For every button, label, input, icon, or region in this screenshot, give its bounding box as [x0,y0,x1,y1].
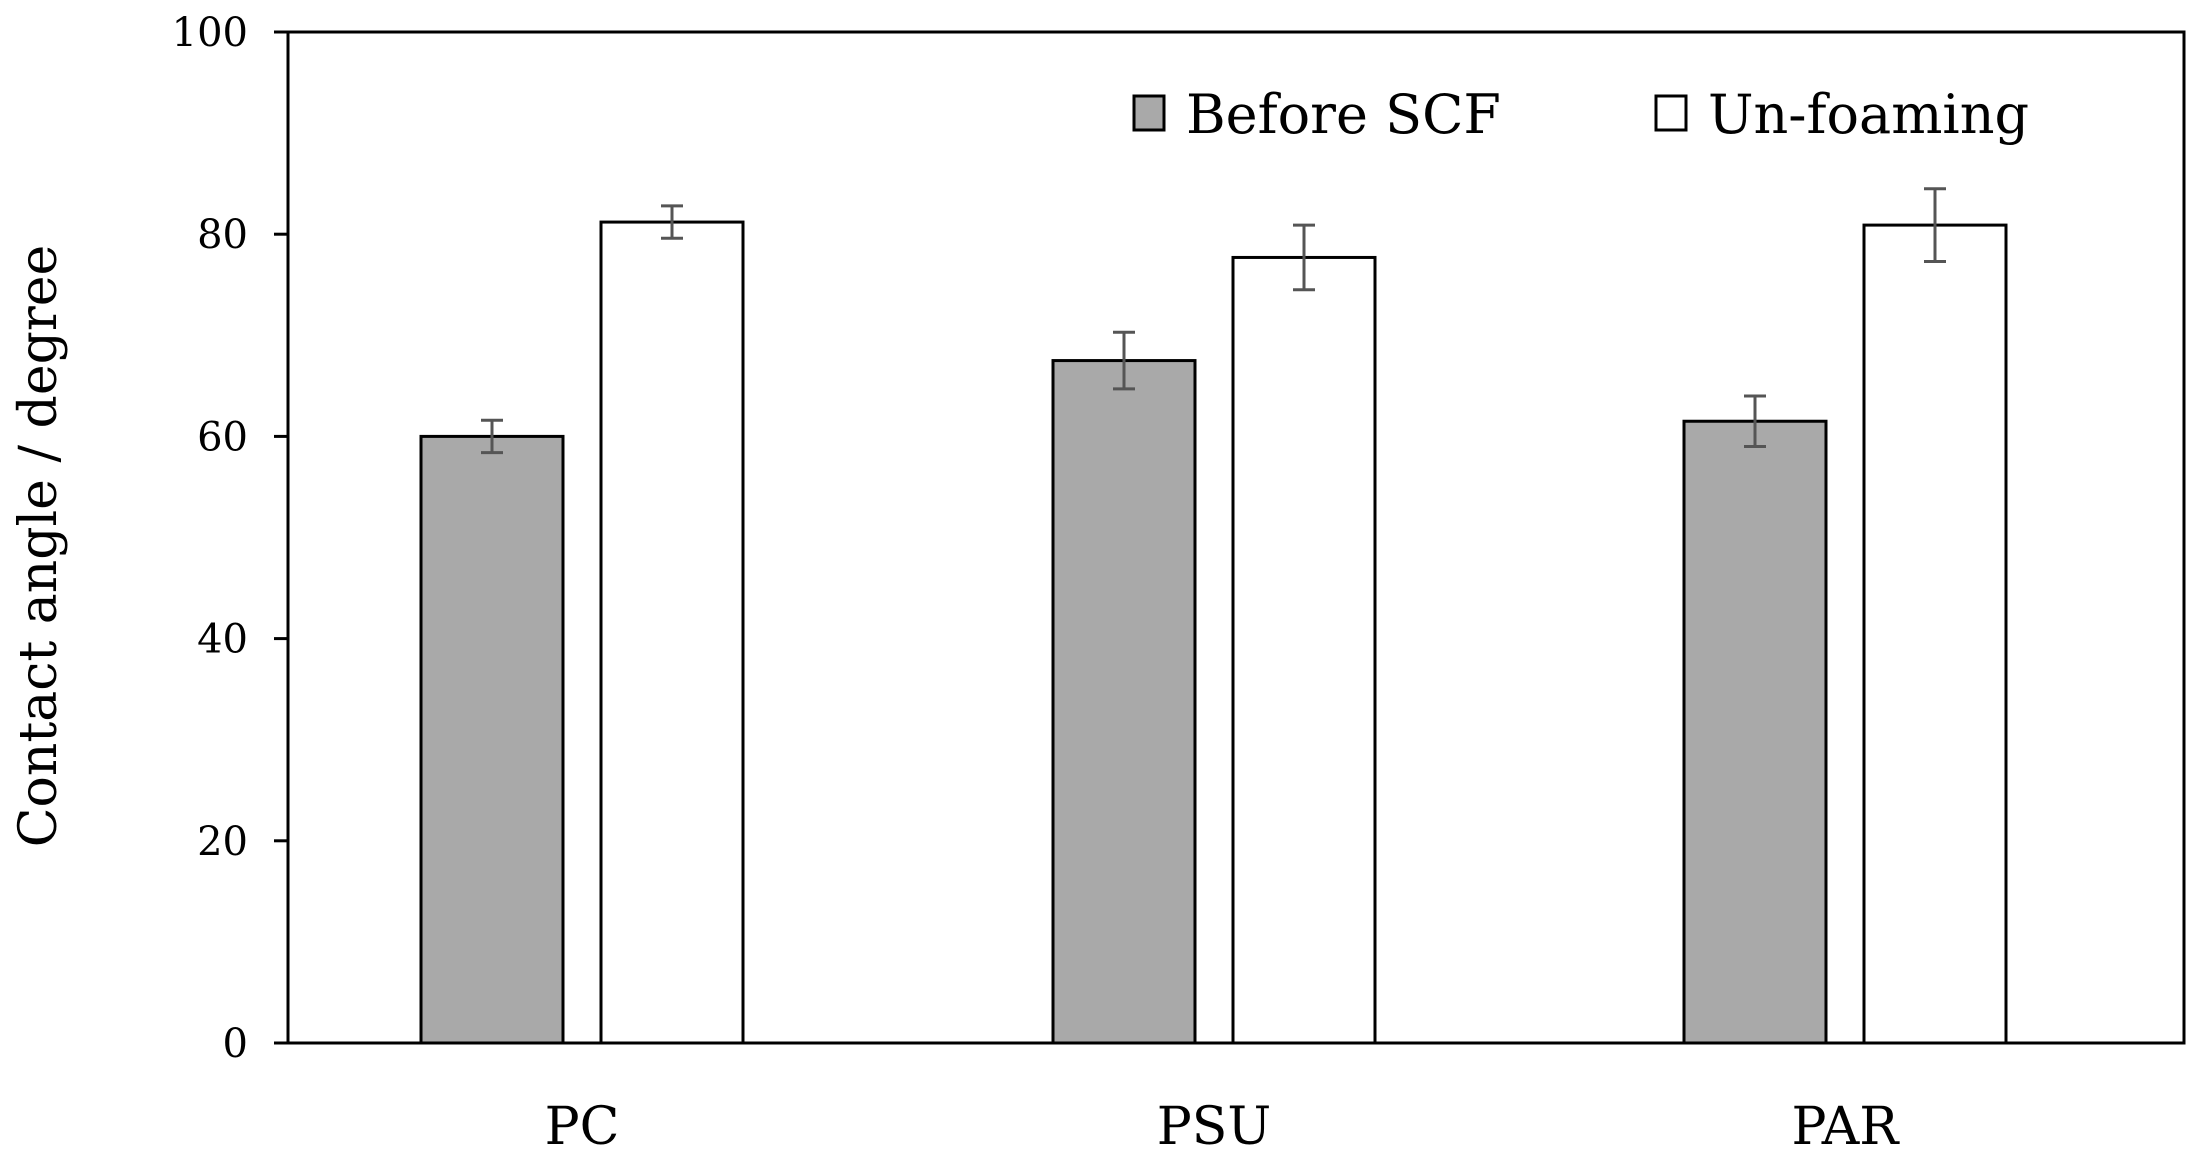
y-tick-label: 40 [197,617,248,663]
error-bar [1924,187,1946,263]
error-bar [481,418,503,455]
y-tick-label: 80 [197,212,248,258]
y-tick-label: 60 [197,414,248,460]
bars-layer [419,220,2008,1045]
bar-un-foaming-par [1862,223,2008,1045]
x-category-label-pc: PC [545,1097,620,1157]
error-bar [1744,394,1766,449]
y-tick-label: 20 [197,819,248,865]
x-axis: PC PSU PAR [545,1097,1901,1157]
bar-before-scf-pc [419,434,565,1045]
error-bar [1293,223,1315,292]
y-axis: 0 20 40 60 80 100 [172,10,288,1067]
plot-area-frame [286,30,2186,1045]
bar-un-foaming-pc [599,220,745,1045]
y-tick-label: 100 [172,10,248,56]
bar-before-scf-par [1682,419,1828,1045]
legend-label-un-foaming: Un-foaming [1708,83,2029,146]
y-tick-label: 0 [223,1021,248,1067]
legend: Before SCF Un-foaming [1132,83,2029,146]
bar-before-scf-psu [1051,359,1197,1045]
error-bars-layer [481,187,1946,455]
x-category-label-par: PAR [1792,1097,1901,1157]
legend-label-before-scf: Before SCF [1186,83,1501,146]
error-bar [1113,330,1135,391]
bar-un-foaming-psu [1231,255,1377,1045]
legend-swatch-un-foaming [1654,94,1688,132]
legend-swatch-before-scf [1132,94,1166,132]
y-axis-title: Contact angle / degree [9,245,69,848]
x-category-label-psu: PSU [1157,1097,1271,1157]
error-bar [661,204,683,240]
